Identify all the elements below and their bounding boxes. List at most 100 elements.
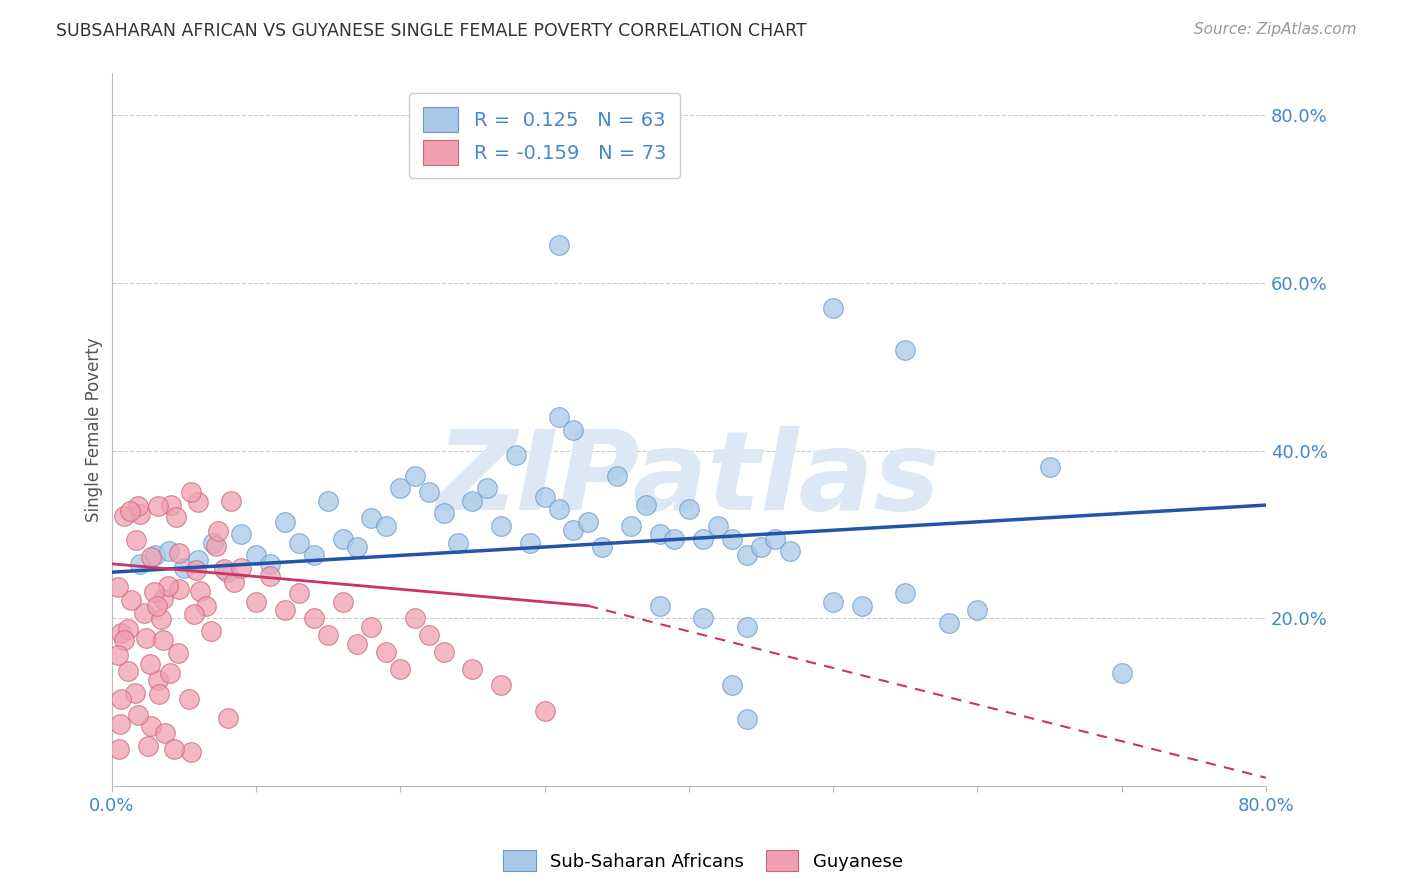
Point (389, 662, 412, 676)
Point (316, 628, 339, 642)
Point (110, 691, 132, 706)
Point (159, 666, 181, 681)
Point (360, 620, 382, 634)
Point (165, 510, 187, 524)
Point (489, 519, 512, 533)
Point (938, 615, 960, 630)
Point (245, 549, 267, 563)
Point (823, 301, 845, 315)
Point (894, 343, 917, 357)
Point (245, 594, 267, 608)
Point (259, 569, 281, 583)
Point (121, 592, 143, 607)
Point (108, 717, 131, 731)
Point (562, 523, 585, 537)
Legend: R =  0.125   N = 63, R = -0.159   N = 73: R = 0.125 N = 63, R = -0.159 N = 73 (409, 94, 679, 178)
Point (107, 580, 129, 594)
Point (146, 673, 169, 688)
Point (107, 648, 129, 662)
Y-axis label: Single Female Poverty: Single Female Poverty (86, 337, 103, 522)
Point (316, 494, 339, 508)
Point (217, 711, 239, 725)
Point (332, 532, 354, 546)
Point (678, 502, 700, 516)
Point (145, 599, 167, 613)
Point (231, 561, 253, 575)
Point (180, 745, 202, 759)
Point (432, 645, 454, 659)
Point (156, 579, 179, 593)
Point (160, 499, 183, 513)
Point (851, 599, 873, 613)
Point (274, 515, 297, 529)
Point (201, 536, 224, 550)
Point (124, 686, 146, 700)
Point (173, 561, 195, 575)
Point (127, 708, 149, 723)
Point (152, 591, 174, 606)
Point (404, 611, 426, 625)
Point (163, 741, 186, 756)
Point (187, 552, 209, 566)
Point (749, 540, 772, 554)
Point (207, 524, 229, 539)
Point (231, 527, 253, 541)
Point (302, 549, 325, 563)
Text: Source: ZipAtlas.com: Source: ZipAtlas.com (1194, 22, 1357, 37)
Point (219, 494, 242, 508)
Point (779, 544, 801, 558)
Point (143, 584, 166, 599)
Point (150, 612, 173, 626)
Point (606, 468, 628, 483)
Point (548, 238, 571, 252)
Point (735, 712, 758, 726)
Point (346, 540, 368, 554)
Point (139, 550, 162, 565)
Point (153, 726, 176, 740)
Point (167, 646, 190, 660)
Point (591, 540, 613, 554)
Point (167, 582, 190, 597)
Point (128, 507, 150, 521)
Point (187, 495, 209, 509)
Point (146, 499, 169, 513)
Point (1038, 460, 1060, 475)
Point (735, 620, 758, 634)
Point (143, 549, 166, 563)
Point (200, 624, 222, 639)
Point (505, 448, 527, 462)
Point (894, 586, 917, 600)
Point (634, 498, 657, 512)
Point (475, 481, 498, 495)
Point (346, 636, 368, 650)
Point (533, 490, 555, 504)
Point (432, 507, 454, 521)
Point (332, 594, 354, 608)
Text: SUBSAHARAN AFRICAN VS GUYANESE SINGLE FEMALE POVERTY CORRELATION CHART: SUBSAHARAN AFRICAN VS GUYANESE SINGLE FE… (56, 22, 807, 40)
Point (183, 607, 205, 621)
Point (721, 678, 744, 692)
Point (125, 533, 148, 547)
Point (418, 485, 440, 500)
Point (966, 603, 988, 617)
Point (152, 632, 174, 647)
Point (562, 423, 585, 437)
Point (194, 599, 217, 613)
Legend: Sub-Saharan Africans, Guyanese: Sub-Saharan Africans, Guyanese (496, 843, 910, 879)
Point (374, 645, 396, 659)
Point (389, 481, 412, 495)
Point (548, 409, 571, 424)
Point (404, 468, 426, 483)
Point (648, 599, 671, 613)
Point (186, 564, 208, 578)
Point (190, 583, 212, 598)
Point (167, 546, 190, 560)
Point (461, 662, 484, 676)
Point (447, 536, 470, 550)
Point (148, 687, 170, 701)
Point (721, 532, 744, 546)
Point (110, 626, 132, 640)
Point (129, 557, 152, 571)
Point (112, 632, 135, 647)
Point (108, 742, 131, 756)
